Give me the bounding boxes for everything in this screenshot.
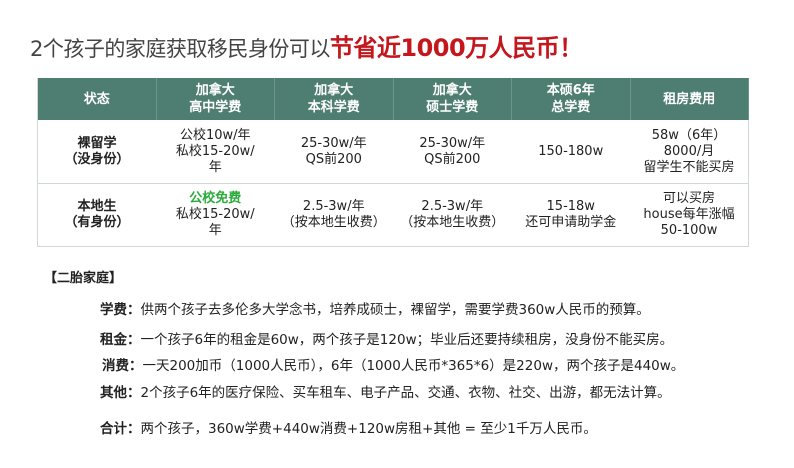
header-line: 本硕6年 [546,83,595,98]
cell-line: （有身份） [64,215,130,230]
cell-line: 公校10w/年 [179,127,251,143]
cell-line: 私校15-20w/ [175,207,255,222]
header-line: 加拿大 [314,83,354,98]
line-text: 供两个孩子去多伦多大学念书，培养成硕士，裸留学，需要学费360w人民币的预算。 [140,302,650,318]
header-line: 状态 [83,91,110,107]
detail-line-total: 合计：两个孩子，360w学费+440w消费+120w房租+其他 = 至少1千万人… [100,417,597,437]
table-cell: 15-18w 还可申请助学金 [511,183,630,247]
header-line: 租房费用 [663,91,716,107]
table-header-row: 状态 加拿大 高中学费 加拿大 本科学费 加拿大 硕士学费 本硕6年 总学费 租房费用 [37,78,749,120]
cell-line: 15-18w [546,199,595,214]
table-cell: 150-180w [511,120,630,184]
line-label: 其他： [100,385,141,401]
table-cell: 58w（6年） 8000/月 留学生不能买房 [630,120,749,184]
header-line: 加拿大 [195,83,235,98]
title-prefix: 2个孩子的家庭获取移民身份可以 [30,37,330,61]
cell-line: QS前200 [424,151,481,167]
line-label: 合计： [100,421,141,437]
cell-line: 年 [208,159,222,175]
page-title: 2个孩子的家庭获取移民身份可以节省近1000万人民币！ [30,28,583,63]
column-header: 租房费用 [630,78,749,120]
header-line: 总学费 [551,100,591,115]
header-line: 硕士学费 [426,100,479,115]
table-cell: 公校免费 私校15-20w/年 [156,183,275,247]
column-header: 加拿大 高中学费 [156,78,275,120]
line-label: 消费： [102,358,143,374]
cell-line: 本地生 [77,199,117,214]
cell-line: 50-100w [660,223,718,238]
cell-line: house每年涨幅 [643,207,735,222]
section-heading: 【二胎家庭】 [44,271,123,286]
cell-line: 私校15-20w/ [175,143,255,159]
column-header: 加拿大 硕士学费 [393,78,512,120]
detail-line-other: 其他：2个孩子6年的医疗保险、买车租车、电子产品、交通、衣物、社交、出游，都无法… [100,381,671,401]
cell-line: 2.5-3w/年 [302,199,365,214]
column-header: 加拿大 本科学费 [274,78,394,120]
cell-line: QS前200 [305,151,362,167]
detail-line-tuition: 学费：供两个孩子去多伦多大学念书，培养成硕士，裸留学，需要学费360w人民币的预… [100,298,650,318]
line-text: 2个孩子6年的医疗保险、买车租车、电子产品、交通、衣物、社交、出游，都无法计算。 [140,385,671,401]
header-line: 加拿大 [432,83,472,98]
cell-line: 25-30w/年 [300,135,367,151]
header-line: 本科学费 [307,100,360,115]
column-header: 状态 [37,78,157,120]
comparison-table: 状态 加拿大 高中学费 加拿大 本科学费 加拿大 硕士学费 本硕6年 总学费 租房费用 裸留学 （没… [37,78,749,247]
table-row: 本地生 （有身份） 公校免费 私校15-20w/年 2.5-3w/年 （按本地生收费） 2.… [37,183,749,247]
cell-line: 150-180w [538,143,604,159]
status-cell: 裸留学 （没身份） [37,120,156,184]
cell-line: （按本地生收费） [281,215,386,230]
table-row: 裸留学 （没身份） 公校10w/年 私校15-20w/年 25-30w/年 QS前200 2… [37,120,749,184]
line-text: 一天200加币（1000人民币），6年（1000人民币*365*6）是220w，… [142,358,685,374]
table-cell: 25-30w/年 QS前200 [393,120,512,184]
line-label: 学费： [100,302,141,318]
cell-line: 2.5-3w/年 [421,199,484,214]
cell-line: 25-30w/年 [419,135,486,151]
line-text: 两个孩子，360w学费+440w消费+120w房租+其他 = 至少1千万人民币。 [140,421,597,437]
cell-line: （按本地生收费） [400,215,505,230]
table-cell: 公校10w/年 私校15-20w/年 [156,120,275,184]
cell-line: 留学生不能买房 [643,159,735,175]
detail-line-rent: 租金：一个孩子6年的租金是60w，两个孩子是120w；毕业后还要持续租房，没身份… [100,328,673,348]
table-cell: 可以买房 house每年涨幅 50-100w [630,183,749,247]
line-label: 租金： [100,332,141,348]
table-cell: 2.5-3w/年 （按本地生收费） [274,183,393,247]
line-text: 一个孩子6年的租金是60w，两个孩子是120w；毕业后还要持续租房，没身份不能买… [140,332,674,348]
cell-line: 裸留学 [77,135,117,151]
status-cell: 本地生 （有身份） [37,183,156,247]
table-cell: 2.5-3w/年 （按本地生收费） [393,183,512,247]
title-highlight: 节省近1000万人民币！ [329,34,583,62]
cell-line: 公校免费 [189,191,242,206]
table-cell: 25-30w/年 QS前200 [274,120,393,184]
detail-line-consumption: 消费：一天200加币（1000人民币），6年（1000人民币*365*6）是22… [102,354,684,374]
cell-line: 8000/月 [663,143,715,159]
column-header: 本硕6年总学费 [511,78,631,120]
cell-line: 还可申请助学金 [525,215,617,230]
cell-line: 可以买房 [662,191,715,206]
cell-line: （没身份） [64,151,130,167]
cell-line: 年 [208,223,222,238]
cell-line: 58w（6年） [651,127,727,143]
header-line: 高中学费 [189,100,242,115]
